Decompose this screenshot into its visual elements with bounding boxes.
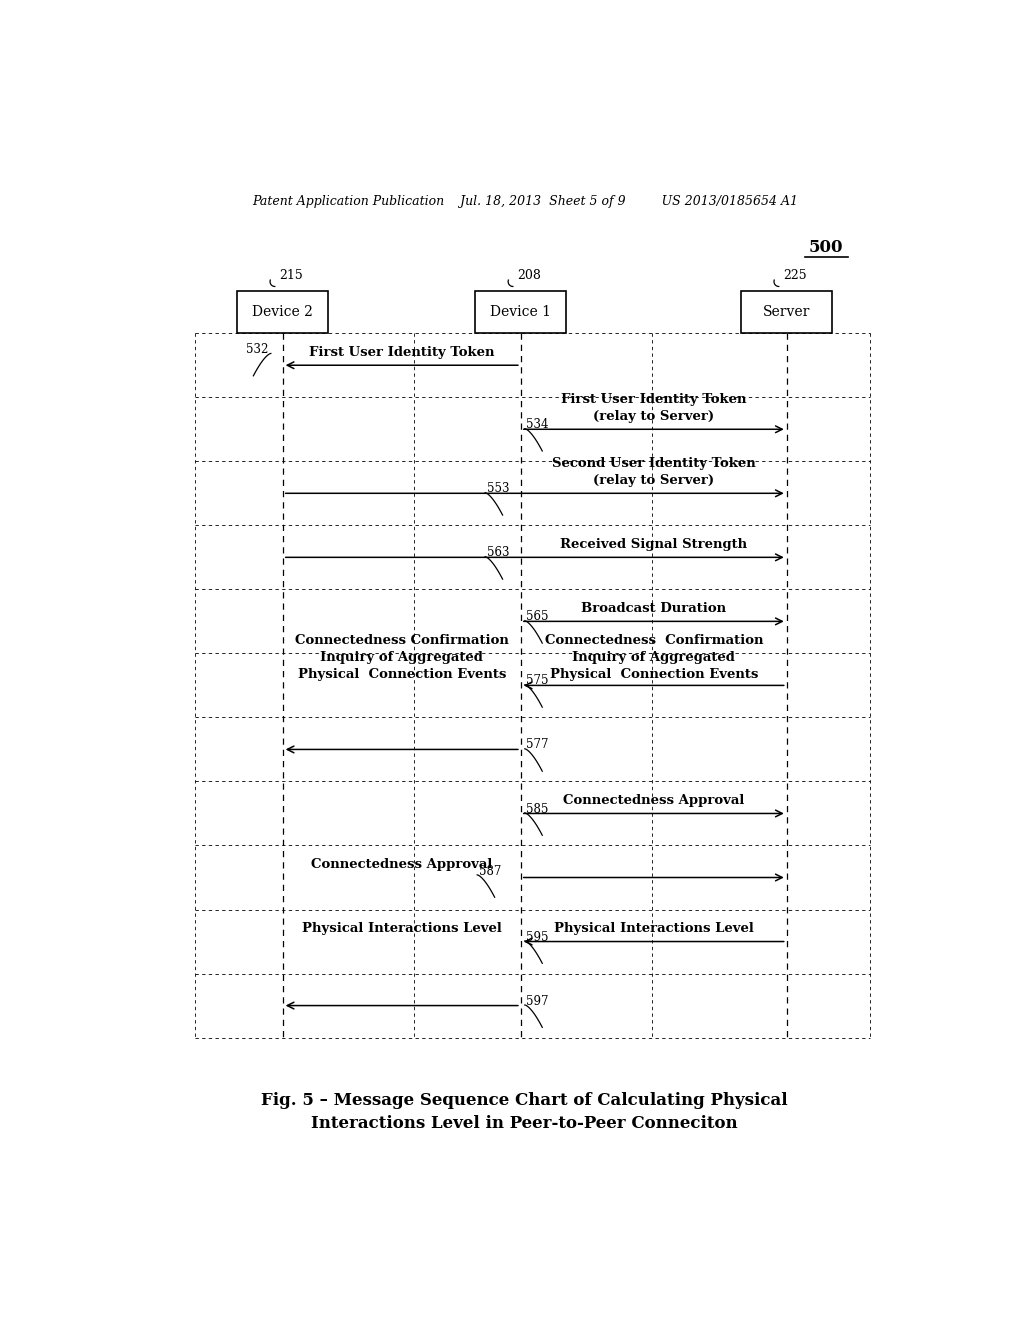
Bar — [741, 290, 833, 333]
Text: Physical Interactions Level: Physical Interactions Level — [302, 923, 502, 936]
Text: Broadcast Duration: Broadcast Duration — [582, 602, 726, 615]
Text: 215: 215 — [279, 269, 302, 282]
Text: 500: 500 — [809, 239, 844, 256]
Text: Connectedness Approval: Connectedness Approval — [311, 858, 493, 871]
Text: Physical Interactions Level: Physical Interactions Level — [554, 923, 754, 936]
Bar — [238, 290, 329, 333]
Text: Connectedness Approval: Connectedness Approval — [563, 795, 744, 808]
Text: Connectedness  Confirmation
Inquiry of Aggregated
Physical  Connection Events: Connectedness Confirmation Inquiry of Ag… — [545, 635, 763, 681]
Text: 577: 577 — [526, 738, 549, 751]
Text: Device 2: Device 2 — [252, 305, 313, 319]
Bar — [475, 290, 566, 333]
Text: Patent Application Publication    Jul. 18, 2013  Sheet 5 of 9         US 2013/01: Patent Application Publication Jul. 18, … — [252, 194, 798, 207]
Text: Server: Server — [763, 305, 810, 319]
Text: 553: 553 — [486, 482, 509, 495]
Text: 595: 595 — [526, 931, 549, 944]
Text: Fig. 5 – Message Sequence Chart of Calculating Physical
Interactions Level in Pe: Fig. 5 – Message Sequence Chart of Calcu… — [261, 1092, 788, 1133]
Text: 563: 563 — [486, 546, 509, 560]
Text: 225: 225 — [782, 269, 806, 282]
Text: 585: 585 — [526, 803, 549, 816]
Text: 208: 208 — [517, 269, 541, 282]
Text: 587: 587 — [479, 865, 501, 878]
Text: First User Identity Token: First User Identity Token — [309, 346, 495, 359]
Text: First User Identity Token
(relay to Server): First User Identity Token (relay to Serv… — [561, 393, 746, 424]
Text: 532: 532 — [246, 343, 268, 356]
Text: Device 1: Device 1 — [490, 305, 551, 319]
Text: 534: 534 — [526, 418, 549, 432]
Text: 565: 565 — [526, 610, 549, 623]
Text: Received Signal Strength: Received Signal Strength — [560, 539, 748, 552]
Text: 575: 575 — [526, 675, 549, 688]
Text: 597: 597 — [526, 994, 549, 1007]
Text: Connectedness Confirmation
Inquiry of Aggregated
Physical  Connection Events: Connectedness Confirmation Inquiry of Ag… — [295, 635, 509, 681]
Text: Second User Identity Token
(relay to Server): Second User Identity Token (relay to Ser… — [552, 457, 756, 487]
